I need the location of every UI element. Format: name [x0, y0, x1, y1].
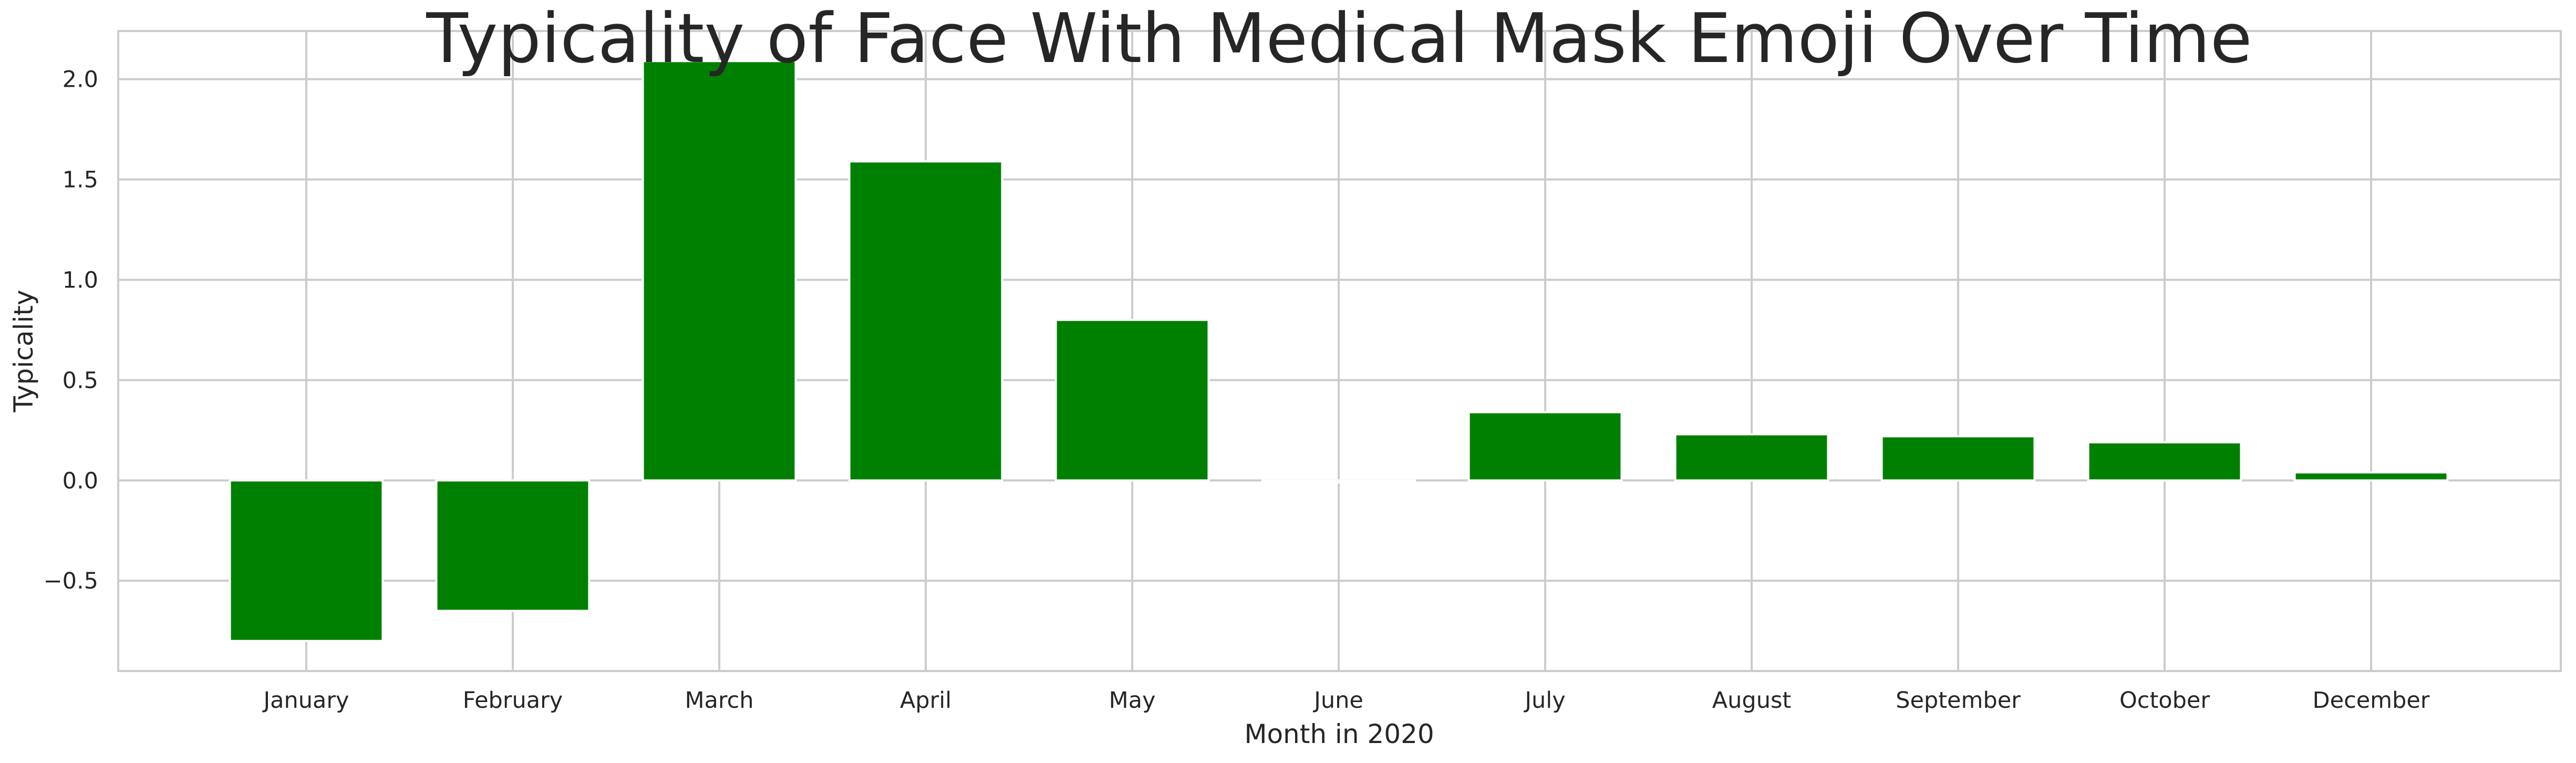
bar-january [229, 479, 384, 642]
x-tick-label: May [1109, 687, 1156, 714]
bar-august [1674, 433, 1829, 482]
x-tick-label: October [2119, 687, 2210, 714]
bar-april [848, 160, 1003, 482]
y-tick-label: 0.0 [63, 468, 98, 494]
chart-title: Typicality of Face With Medical Mask Emo… [426, 0, 2252, 78]
x-tick-label: April [900, 687, 951, 714]
x-tick-label: June [1312, 687, 1363, 714]
y-tick-labels: −0.5 0.0 0.5 1.0 1.5 2.0 [44, 67, 98, 595]
y-tick-label: 1.0 [63, 267, 98, 293]
x-axis-label: Month in 2020 [1244, 719, 1434, 749]
bar-september [1880, 435, 2036, 482]
y-tick-label: 0.5 [63, 367, 98, 394]
bar-october [2087, 441, 2242, 482]
bar-may [1054, 318, 1210, 482]
x-tick-label: January [262, 687, 349, 714]
x-tick-label: February [463, 687, 563, 714]
bar-march [642, 60, 797, 482]
bar-june [1261, 479, 1416, 484]
x-tick-labels: January February March April May June July Augu… [262, 687, 2429, 714]
x-tick-label: March [685, 687, 753, 714]
x-tick-label: August [1712, 687, 1791, 714]
x-tick-label: September [1896, 687, 2021, 714]
x-tick-label: July [1523, 687, 1565, 714]
y-axis-label: Typicality [8, 290, 39, 413]
bar-february [435, 479, 591, 612]
y-tick-label: 1.5 [63, 167, 98, 193]
y-tick-label: 2.0 [63, 67, 98, 93]
bar-december [2293, 471, 2449, 482]
bars [229, 60, 2449, 642]
bar-july [1467, 411, 1623, 482]
plot-frame [117, 30, 2562, 672]
x-tick-label: December [2313, 687, 2430, 714]
y-tick-label: −0.5 [44, 568, 98, 594]
